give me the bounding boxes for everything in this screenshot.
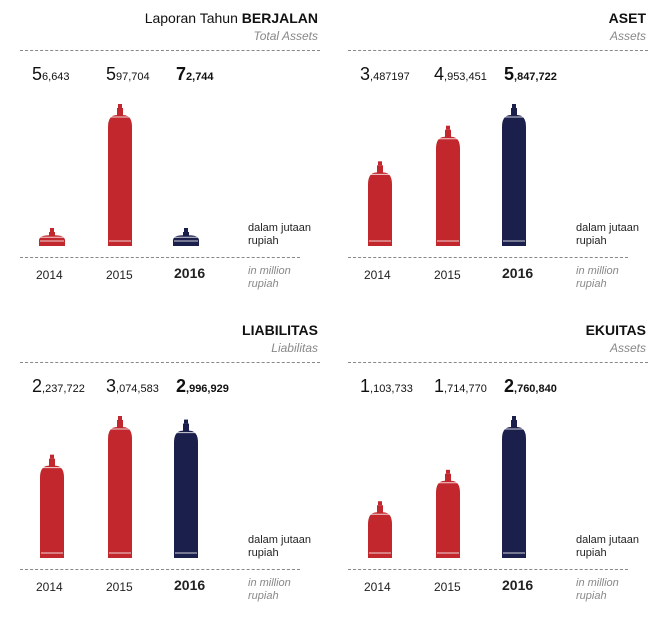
bar: [368, 161, 392, 246]
data-label: 5,847,722: [504, 64, 557, 84]
tick-label: 2016: [502, 577, 534, 593]
data-label: 597,704: [106, 64, 150, 84]
chart-title-main: EKUITAS: [585, 322, 646, 338]
data-label: 2,760,840: [504, 376, 557, 396]
tick-label: 2016: [174, 577, 206, 593]
bar: [436, 469, 460, 558]
cylinder-chart: [368, 416, 526, 558]
panel-header: Laporan Tahun BERJALAN Total Assets: [20, 0, 320, 51]
baseline: [20, 569, 300, 570]
tick-label: 2016: [502, 265, 534, 281]
cylinder-chart: [39, 104, 199, 246]
bar: [368, 501, 392, 558]
unit-label-en: in million rupiah: [248, 265, 291, 290]
bar: [108, 104, 132, 246]
bar: [108, 416, 132, 558]
unit-label-en: in million rupiah: [248, 577, 291, 602]
chart-title: LIABILITAS: [242, 322, 318, 338]
data-label: 72,744: [176, 64, 214, 84]
unit-label: dalam jutaan rupiah: [576, 222, 639, 247]
panel-header: LIABILITAS Liabilitas: [20, 312, 320, 363]
panel-header: EKUITAS Assets: [348, 312, 648, 363]
bar: [40, 454, 64, 558]
tick-label: 2015: [434, 580, 461, 594]
bar: [436, 125, 460, 246]
chart-subtitle: Assets: [609, 341, 646, 355]
bar: [173, 228, 199, 246]
chart-subtitle: Liabilitas: [271, 341, 318, 355]
chart-panel: EKUITAS Assets 1,103,733 1,714,770 2,760,840…: [348, 312, 648, 612]
bar: [502, 104, 526, 246]
bar: [39, 228, 65, 246]
data-label: 2,237,722: [32, 376, 85, 396]
chart-title: EKUITAS: [586, 322, 646, 338]
unit-label: dalam jutaan rupiah: [248, 534, 311, 559]
tick-label: 2015: [434, 268, 461, 282]
data-label: 1,103,733: [360, 376, 413, 396]
tick-label: 2015: [106, 268, 133, 282]
baseline: [348, 257, 628, 258]
unit-label: dalam jutaan rupiah: [576, 534, 639, 559]
tick-label: 2014: [364, 580, 391, 594]
chart-title-main: LIABILITAS: [242, 322, 318, 338]
tick-label: 2014: [36, 268, 63, 282]
data-label: 56,643: [32, 64, 70, 84]
bar: [502, 416, 526, 558]
tick-label: 2014: [36, 580, 63, 594]
panel-header: ASET Assets: [348, 0, 648, 51]
tick-label: 2016: [174, 265, 206, 281]
data-label: 2,996,929: [176, 376, 229, 396]
data-label: 1,714,770: [434, 376, 487, 396]
chart-title: ASET: [609, 10, 646, 26]
cylinder-chart: [40, 416, 198, 558]
chart-panel: Laporan Tahun BERJALAN Total Assets 56,643…: [20, 0, 320, 300]
tick-label: 2014: [364, 268, 391, 282]
cylinder-chart: [368, 104, 526, 246]
data-label: 4,953,451: [434, 64, 487, 84]
chart-panel: LIABILITAS Liabilitas 2,237,722 3,074,583 2,…: [20, 312, 320, 612]
chart-title-main: ASET: [608, 10, 646, 26]
chart-title-prefix: Laporan Tahun: [144, 10, 242, 26]
unit-label-en: in million rupiah: [576, 577, 619, 602]
tick-label: 2015: [106, 580, 133, 594]
chart-panel: ASET Assets 3,487197 4,953,451 5,847,722 dala…: [348, 0, 648, 300]
unit-label-en: in million rupiah: [576, 265, 619, 290]
chart-title-main: BERJALAN: [241, 10, 318, 26]
bar: [174, 419, 198, 558]
baseline: [348, 569, 628, 570]
data-label: 3,487197: [360, 64, 410, 84]
baseline: [20, 257, 300, 258]
data-label: 3,074,583: [106, 376, 159, 396]
unit-label: dalam jutaan rupiah: [248, 222, 311, 247]
chart-subtitle: Assets: [609, 29, 646, 43]
chart-subtitle: Total Assets: [253, 29, 318, 43]
chart-title: Laporan Tahun BERJALAN: [145, 10, 318, 26]
